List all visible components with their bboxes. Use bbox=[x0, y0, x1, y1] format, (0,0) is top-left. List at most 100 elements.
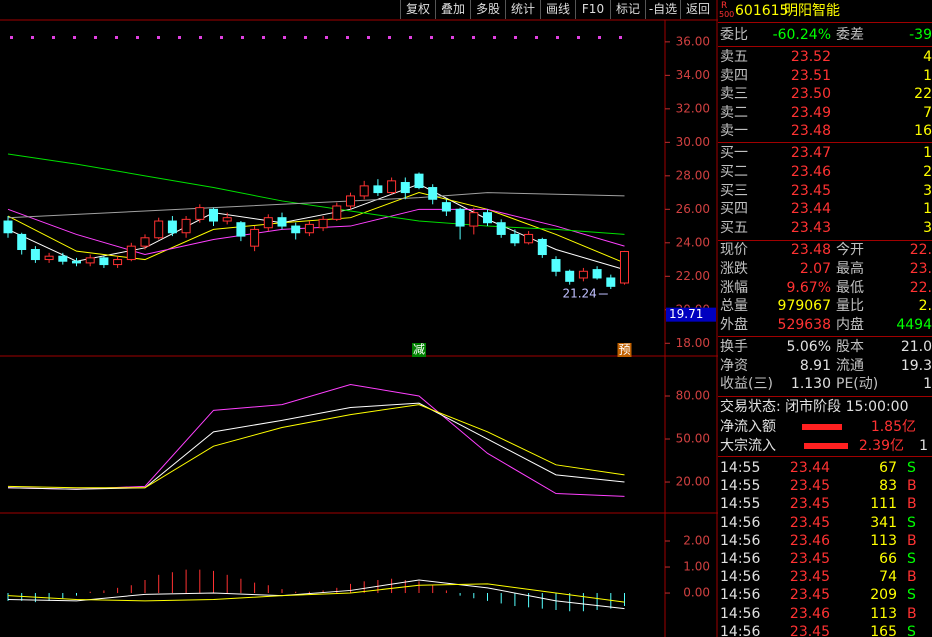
text: 2. bbox=[918, 298, 932, 315]
candle-body bbox=[236, 222, 246, 237]
candle-body bbox=[154, 220, 164, 239]
y-tick-label: 26.00 bbox=[676, 202, 710, 216]
badge: R bbox=[721, 1, 728, 11]
signal-dot bbox=[325, 36, 328, 39]
toolbar-button[interactable]: 返回 bbox=[680, 0, 715, 19]
text: 23.44 bbox=[790, 201, 831, 218]
y-tick-label: 0.00 bbox=[683, 586, 710, 600]
text: 3 bbox=[923, 220, 932, 237]
signal-dot bbox=[262, 36, 265, 39]
indicator-line bbox=[7, 208, 625, 256]
text: 卖四 bbox=[720, 67, 748, 84]
text: 总量 bbox=[720, 298, 748, 315]
text: 23.46 bbox=[789, 605, 830, 622]
text: 23.46 bbox=[790, 163, 831, 180]
text: 23.45 bbox=[789, 551, 830, 567]
text: 22. bbox=[909, 279, 932, 296]
toolbar-button[interactable]: 统计 bbox=[505, 0, 540, 19]
text: S bbox=[907, 460, 916, 476]
indicator-line bbox=[7, 192, 625, 264]
text: -60.24% bbox=[772, 27, 831, 43]
signal-dot bbox=[220, 36, 223, 39]
candle-body bbox=[126, 245, 136, 261]
text: S bbox=[907, 623, 916, 637]
chart-area: 18.00 20.00 22.00 24.00 26.00 28.00 30.00 32.00… bbox=[0, 0, 718, 637]
candle-body bbox=[222, 217, 232, 222]
text: 21.0 bbox=[900, 339, 932, 355]
text: 买五 bbox=[720, 220, 748, 237]
text: B bbox=[907, 478, 917, 495]
text: 23.49 bbox=[790, 104, 831, 121]
candle-body bbox=[373, 185, 383, 194]
toolbar-button[interactable]: F10 bbox=[575, 0, 610, 19]
y-tick-label: 36.00 bbox=[676, 34, 710, 48]
candle-body bbox=[510, 233, 520, 244]
text: 23.45 bbox=[789, 587, 830, 604]
text: 14:56 bbox=[720, 587, 761, 604]
text: 4 bbox=[923, 49, 932, 65]
signal-dot bbox=[493, 36, 496, 39]
text: 67 bbox=[879, 460, 897, 476]
separator bbox=[718, 396, 932, 397]
signal-dot bbox=[577, 36, 580, 39]
text: 23.44 bbox=[789, 460, 830, 476]
signal-dot bbox=[199, 36, 202, 39]
indicator-line bbox=[7, 579, 625, 610]
text: 19.3 bbox=[900, 357, 932, 374]
toolbar-button[interactable]: 标记 bbox=[610, 0, 645, 19]
toolbar-button[interactable]: 画线 bbox=[540, 0, 575, 19]
text: 1.85亿 bbox=[870, 419, 916, 435]
text: 74 bbox=[879, 569, 897, 586]
candle-body bbox=[359, 185, 369, 197]
text: 2.07 bbox=[799, 260, 831, 277]
candle-body bbox=[387, 180, 397, 194]
toolbar-button[interactable]: 叠加 bbox=[435, 0, 470, 19]
toolbar-button[interactable]: -自选 bbox=[645, 0, 680, 19]
signal-dot bbox=[598, 36, 601, 39]
text: 今开 bbox=[836, 242, 864, 258]
signal-dot bbox=[241, 36, 244, 39]
text: 1 bbox=[923, 67, 932, 84]
candle-body bbox=[318, 218, 328, 229]
text: 979067 bbox=[777, 298, 831, 315]
indicator-line bbox=[7, 402, 625, 490]
signal-dots bbox=[10, 36, 622, 39]
text: B bbox=[907, 605, 917, 622]
signal-dot bbox=[619, 36, 622, 39]
text: 最低 bbox=[836, 279, 864, 296]
separator bbox=[718, 22, 932, 23]
text: 16 bbox=[914, 123, 932, 140]
signal-dot bbox=[556, 36, 559, 39]
indicator-line bbox=[7, 153, 625, 235]
y-tick-label: 24.00 bbox=[676, 235, 710, 249]
text: 外盘 bbox=[720, 317, 748, 334]
text: 23.50 bbox=[790, 86, 831, 103]
signal-dot bbox=[115, 36, 118, 39]
text: 量比 bbox=[836, 298, 864, 315]
y-tick-label: 80.00 bbox=[676, 388, 710, 402]
text: 交易状态: 闭市阶段 15:00:00 bbox=[720, 399, 909, 415]
axis-marker bbox=[666, 307, 716, 322]
text: 3 bbox=[923, 182, 932, 199]
y-tick-label: 34.00 bbox=[676, 68, 710, 82]
text: -39 bbox=[909, 27, 932, 43]
text: 113 bbox=[870, 605, 897, 622]
candle-body bbox=[85, 257, 95, 264]
text: 股本 bbox=[836, 339, 864, 355]
text: 买二 bbox=[720, 163, 748, 180]
signal-dot bbox=[367, 36, 370, 39]
y-tick-label: 50.00 bbox=[676, 432, 710, 446]
separator bbox=[718, 240, 932, 241]
candle-body bbox=[291, 225, 301, 234]
candle-body bbox=[578, 270, 588, 279]
toolbar-button[interactable]: 复权 bbox=[400, 0, 435, 19]
text: 流通 bbox=[836, 357, 864, 374]
candle-body bbox=[277, 217, 287, 227]
candle-body bbox=[181, 218, 191, 234]
candle-body bbox=[58, 255, 68, 262]
candle-body bbox=[455, 208, 465, 227]
signal-dot bbox=[472, 36, 475, 39]
text: 14:55 bbox=[720, 496, 761, 513]
toolbar-button[interactable]: 多股 bbox=[470, 0, 505, 19]
